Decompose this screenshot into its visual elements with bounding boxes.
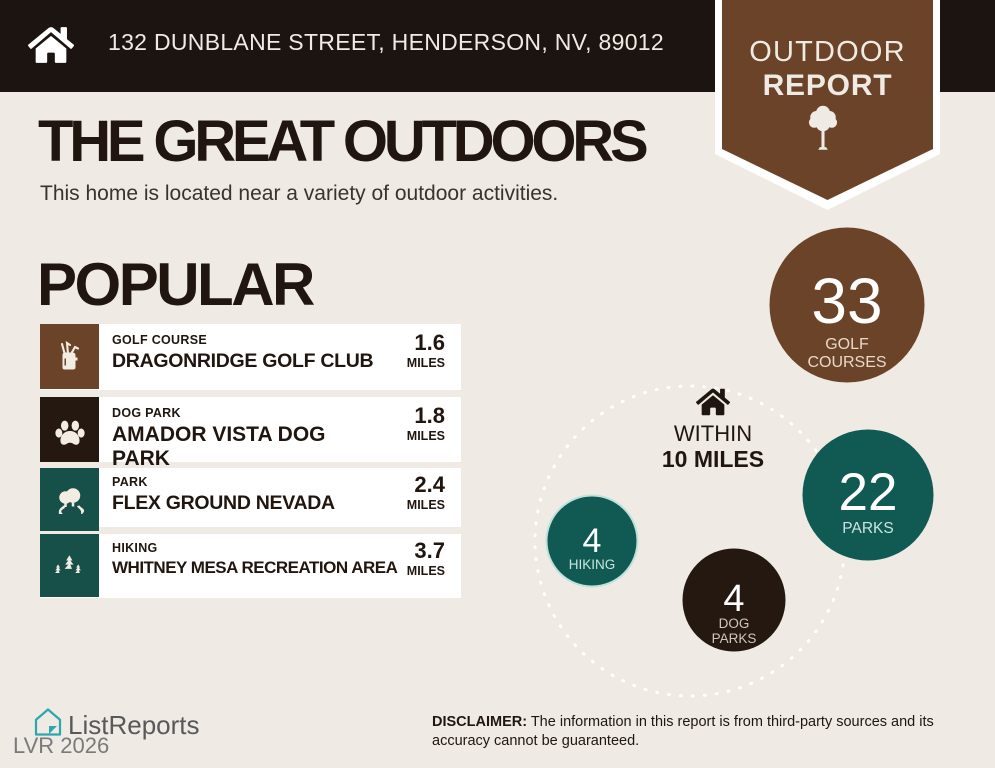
svg-text:DOG: DOG xyxy=(719,616,750,631)
svg-text:PARKS: PARKS xyxy=(842,520,893,537)
svg-text:WITHIN: WITHIN xyxy=(674,421,752,446)
svg-text:REPORT: REPORT xyxy=(763,69,893,102)
svg-text:10 MILES: 10 MILES xyxy=(662,446,764,472)
svg-text:PARKS: PARKS xyxy=(712,631,757,646)
svg-text:4: 4 xyxy=(583,522,602,560)
svg-text:4: 4 xyxy=(723,578,744,620)
svg-text:GOLF: GOLF xyxy=(825,336,869,353)
svg-text:HIKING: HIKING xyxy=(569,557,616,572)
svg-text:OUTDOOR: OUTDOOR xyxy=(749,36,906,68)
svg-text:22: 22 xyxy=(839,463,898,522)
svg-text:COURSES: COURSES xyxy=(807,354,886,371)
svg-text:33: 33 xyxy=(811,265,882,337)
